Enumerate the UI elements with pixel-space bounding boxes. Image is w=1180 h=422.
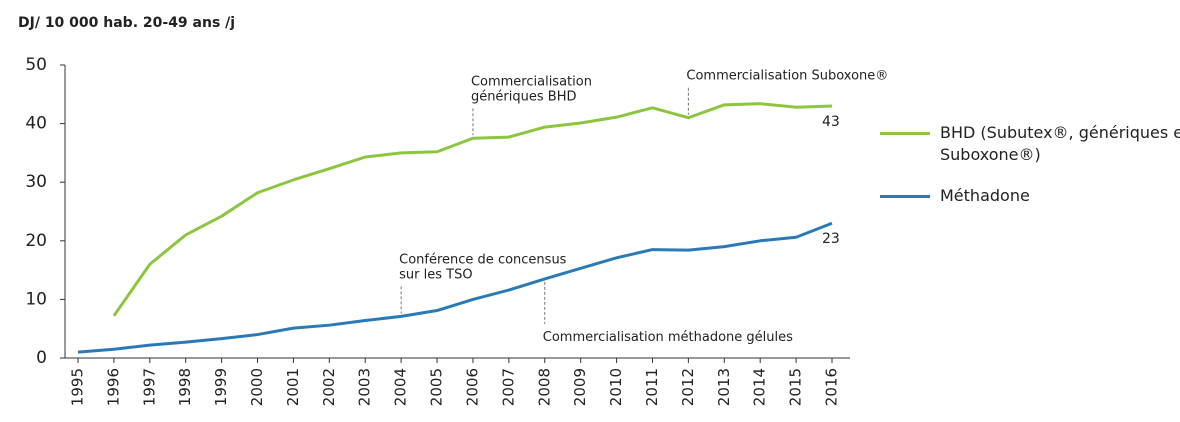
x-tick-label: 2013 [715,368,733,406]
x-tick-label: 2000 [248,368,266,406]
series-line [112,102,833,317]
x-tick-label: 1995 [69,368,87,406]
x-tick-label: 2004 [392,368,410,406]
y-tick-label: 50 [25,55,47,75]
value-label: 23 [822,231,840,247]
x-tick-label: 2009 [571,368,589,406]
x-tick-label: 2008 [535,368,553,406]
y-tick-label: 40 [25,114,47,134]
x-tick-label: 1999 [212,368,230,406]
x-tick-label: 2007 [499,368,517,406]
x-tick-label: 2001 [284,368,302,406]
y-tick-label: 20 [25,231,47,251]
value-label: 43 [822,114,840,130]
legend-label: Méthadone [940,186,1030,205]
annotation: Commercialisation Suboxone® [686,69,888,84]
x-tick-label: 2012 [679,368,697,406]
y-tick-label: 10 [25,289,47,309]
legend-label: BHD (Subutex®, génériques et Suboxone®) [940,123,1180,164]
x-tick-label: 2005 [428,368,446,406]
x-tick-label: 2006 [463,368,481,406]
x-tick-label: 2002 [320,368,338,406]
legend-swatch [880,195,930,198]
annotation: Conférence de concensus [399,252,567,267]
series-line [77,221,833,354]
x-tick-label: 2011 [643,368,661,406]
x-tick-label: 2016 [823,368,841,406]
x-tick-label: 1998 [176,368,194,406]
annotation: Commercialisation [471,74,592,89]
x-tick-label: 2015 [787,368,805,406]
chart-title: DJ/ 10 000 hab. 20-49 ans /j [18,15,235,31]
x-tick-label: 2014 [751,368,769,406]
x-tick-label: 1997 [140,368,158,406]
annotation: Commercialisation méthadone gélules [543,330,793,345]
y-tick-label: 30 [25,172,47,192]
x-tick-label: 1996 [104,368,122,406]
y-tick-label: 0 [36,348,47,368]
x-tick-label: 2010 [607,368,625,406]
annotation: génériques BHD [471,89,577,104]
legend-swatch [880,132,930,135]
annotation: sur les TSO [399,267,472,282]
x-tick-label: 2003 [356,368,374,406]
